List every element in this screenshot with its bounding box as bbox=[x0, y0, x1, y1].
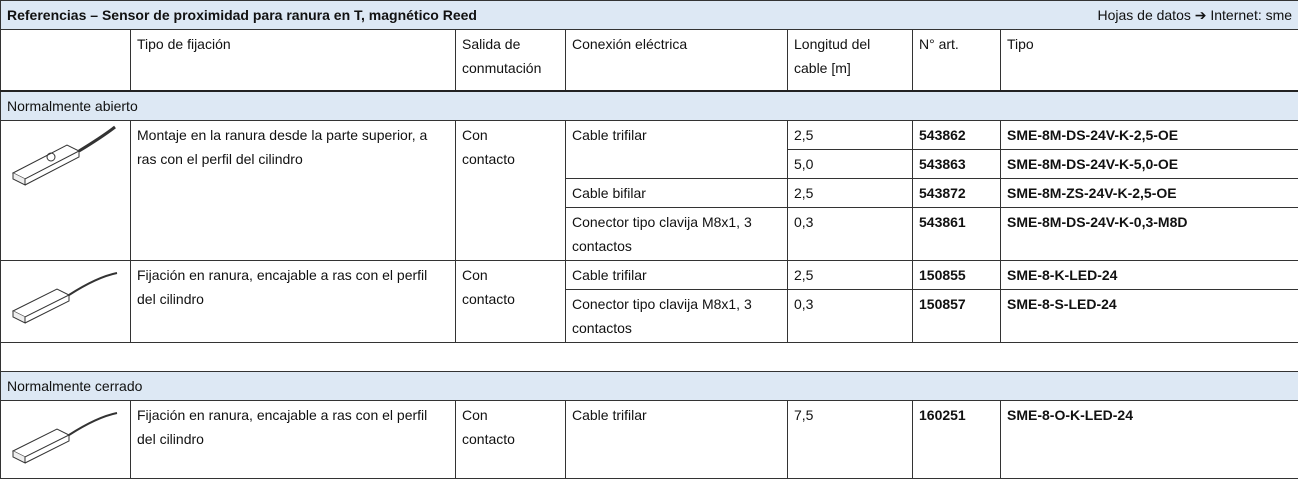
product-row: Montaje en la ranura desde la parte supe… bbox=[0, 120, 1298, 261]
section-row: Normalmente cerrado bbox=[0, 371, 1298, 401]
title-row: Referencias – Sensor de proximidad para … bbox=[0, 0, 1298, 30]
header-cell: Tipo de fijación bbox=[130, 29, 456, 92]
length-cell: 2,5 bbox=[787, 260, 913, 290]
part-cell: 150855 bbox=[912, 260, 1001, 290]
connection-cell: Cable trifilar bbox=[565, 120, 788, 179]
image-cell bbox=[0, 120, 131, 261]
part-cell: 543861 bbox=[912, 207, 1001, 261]
product-row: Cable bifilar 2,5 543872 SME-8M-ZS-24V-K-2,… bbox=[1, 178, 1298, 208]
datasheet-link: Hojas de datos ➔ Internet: sme bbox=[1097, 7, 1293, 23]
product-row: Fijación en ranura, encajable a ras con … bbox=[0, 260, 1298, 343]
product-row: Conector tipo clavija M8x1, 3 contactos 0… bbox=[1, 207, 1298, 261]
title-cell: Referencias – Sensor de proximidad para … bbox=[0, 0, 1298, 30]
reference-table: Referencias – Sensor de proximidad para … bbox=[0, 0, 1298, 479]
header-cell: Tipo bbox=[999, 29, 1298, 92]
sensor-icon bbox=[11, 412, 118, 464]
section-row: Normalmente abierto bbox=[0, 90, 1298, 121]
output-cell: Con contacto bbox=[455, 400, 566, 479]
table-body: Referencias – Sensor de proximidad para … bbox=[0, 0, 1298, 479]
output-text: Con contacto bbox=[462, 267, 515, 307]
part-cell: 543862 bbox=[912, 120, 1001, 150]
header-cell: Salida de conmutación bbox=[455, 29, 566, 92]
connection-cell: Cable bifilar bbox=[565, 178, 788, 208]
length-cell: 2,5 bbox=[787, 120, 913, 150]
part-cell: 543863 bbox=[912, 149, 1001, 179]
blank-row bbox=[0, 342, 1298, 372]
header-text: Longitud del cable [m] bbox=[794, 36, 871, 76]
product-row: Fijación en ranura, encajable a ras con … bbox=[0, 400, 1298, 479]
product-row: 5,0 543863 SME-8M-DS-24V-K-5,0-OE bbox=[1, 149, 1298, 179]
image-cell bbox=[0, 260, 131, 343]
type-cell: SME-8M-DS-24V-K-5,0-OE bbox=[999, 149, 1298, 179]
connection-cell: Cable trifilar bbox=[565, 400, 788, 479]
header-cell bbox=[0, 29, 131, 92]
header-cell: Longitud del cable [m] bbox=[787, 29, 913, 92]
length-cell: 0,3 bbox=[787, 207, 913, 261]
fixing-cell: Montaje en la ranura desde la parte supe… bbox=[130, 120, 456, 261]
connection-cell: Conector tipo clavija M8x1, 3 contactos bbox=[565, 207, 788, 261]
type-cell: SME-8-S-LED-24 bbox=[999, 289, 1298, 343]
section-label: Normalmente cerrado bbox=[0, 371, 1298, 401]
sensor-icon bbox=[11, 272, 118, 324]
header-cell: N° art. bbox=[912, 29, 1001, 92]
title-wrap: Referencias – Sensor de proximidad para … bbox=[7, 3, 1292, 27]
part-cell: 160251 bbox=[912, 400, 1001, 479]
blank-cell bbox=[0, 342, 1298, 372]
length-cell: 2,5 bbox=[787, 178, 913, 208]
type-cell: SME-8M-ZS-24V-K-2,5-OE bbox=[999, 178, 1298, 208]
output-cell: Con contacto bbox=[455, 260, 566, 343]
section-label: Normalmente abierto bbox=[0, 90, 1298, 121]
connection-cell: Conector tipo clavija M8x1, 3 contactos bbox=[565, 289, 788, 343]
fixing-cell: Fijación en ranura, encajable a ras con … bbox=[130, 400, 456, 479]
type-cell: SME-8-O-K-LED-24 bbox=[999, 400, 1298, 479]
output-text: Con contacto bbox=[462, 127, 515, 167]
output-cell: Con contacto bbox=[455, 120, 566, 261]
output-text: Con contacto bbox=[462, 407, 515, 447]
header-cell: Conexión eléctrica bbox=[565, 29, 788, 92]
part-cell: 543872 bbox=[912, 178, 1001, 208]
length-cell: 7,5 bbox=[787, 400, 913, 479]
fixing-cell: Fijación en ranura, encajable a ras con … bbox=[130, 260, 456, 343]
column-header-row: Tipo de fijación Salida de conmutación C… bbox=[0, 29, 1298, 92]
part-cell: 150857 bbox=[912, 289, 1001, 343]
type-cell: SME-8M-DS-24V-K-0,3-M8D bbox=[999, 207, 1298, 261]
length-cell: 0,3 bbox=[787, 289, 913, 343]
type-cell: SME-8M-DS-24V-K-2,5-OE bbox=[999, 120, 1298, 150]
length-cell: 5,0 bbox=[787, 149, 913, 179]
connection-cell: Cable trifilar bbox=[565, 260, 788, 290]
header-text: Salida de conmutación bbox=[462, 36, 542, 76]
type-cell: SME-8-K-LED-24 bbox=[999, 260, 1298, 290]
sensor-icon bbox=[11, 125, 116, 186]
table-title: Referencias – Sensor de proximidad para … bbox=[7, 7, 477, 23]
image-cell bbox=[0, 400, 131, 479]
